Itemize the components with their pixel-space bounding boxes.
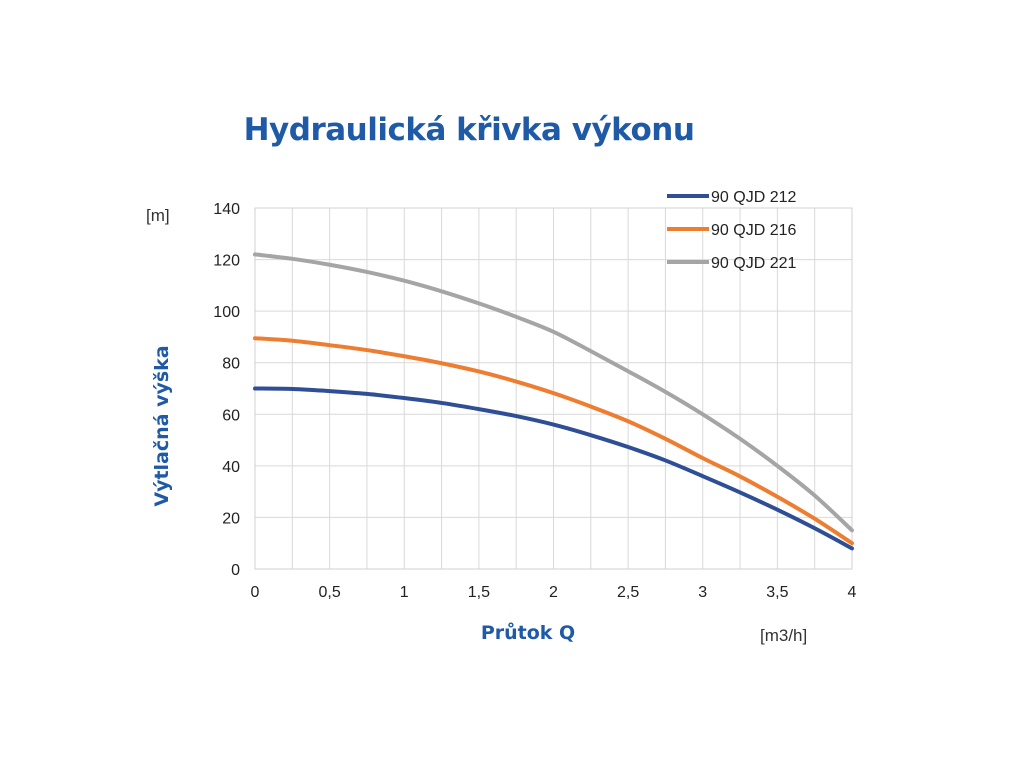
grid xyxy=(254,207,853,570)
x-axis-title: Průtok Q xyxy=(481,621,575,644)
y-tick-label: 100 xyxy=(213,304,240,321)
y-axis-ticks: 0 20 40 60 80 100 120 140 xyxy=(213,201,240,579)
x-axis-ticks: 0 0,5 1 1,5 2 2,5 3 3,5 4 xyxy=(251,584,857,601)
x-tick-label: 4 xyxy=(848,584,857,601)
series-line-90-qjd-212 xyxy=(253,386,854,551)
y-tick-label: 40 xyxy=(222,459,240,476)
series-line-90-qjd-221 xyxy=(253,252,854,533)
y-tick-label: 20 xyxy=(222,510,240,527)
y-axis-unit: [m] xyxy=(146,206,170,225)
legend-label: 90 QJD 216 xyxy=(711,222,796,239)
y-tick-label: 60 xyxy=(222,407,240,424)
x-tick-label: 0 xyxy=(251,584,260,601)
legend-label: 90 QJD 221 xyxy=(711,255,796,272)
x-tick-label: 3,5 xyxy=(766,584,788,601)
y-tick-label: 140 xyxy=(213,201,240,218)
x-axis-unit: [m3/h] xyxy=(760,626,807,645)
x-tick-label: 3 xyxy=(698,584,707,601)
y-tick-label: 120 xyxy=(213,253,240,270)
x-tick-label: 2,5 xyxy=(617,584,639,601)
y-tick-label: 80 xyxy=(222,356,240,373)
series-line-90-qjd-216 xyxy=(253,336,854,546)
legend: 90 QJD 212 90 QJD 216 90 QJD 221 xyxy=(667,189,796,272)
legend-label: 90 QJD 212 xyxy=(711,189,796,206)
y-axis-title: Výtlačná výška xyxy=(151,345,173,506)
x-tick-label: 1,5 xyxy=(468,584,490,601)
y-tick-label: 0 xyxy=(231,562,240,579)
x-tick-label: 0,5 xyxy=(319,584,341,601)
x-tick-label: 2 xyxy=(549,584,558,601)
x-tick-label: 1 xyxy=(400,584,409,601)
series-lines xyxy=(253,252,854,551)
chart-title: Hydraulická křivka výkonu xyxy=(243,112,695,148)
